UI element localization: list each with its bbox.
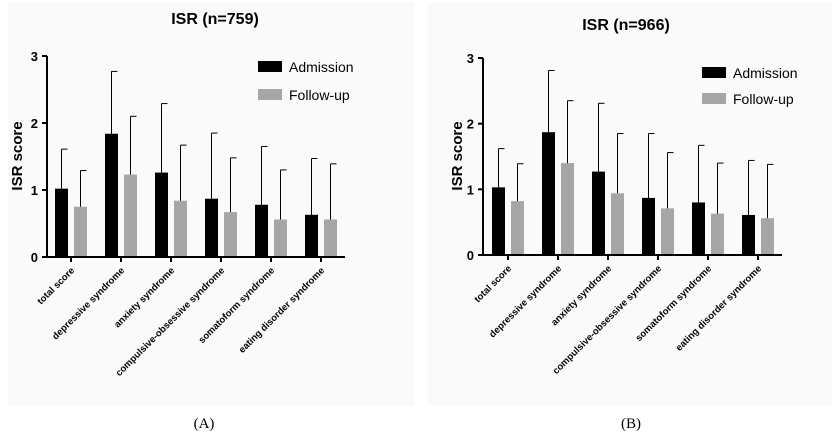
y-axis-label: ISR score [449, 121, 466, 190]
bars [492, 69, 774, 255]
bar-follow-up [174, 200, 187, 257]
chart-title: ISR (n=759) [171, 11, 259, 28]
bar-admission [205, 198, 218, 257]
bar-follow-up [224, 212, 237, 257]
y-tick-label: 1 [31, 183, 38, 198]
y-axis-label: ISR score [9, 121, 26, 190]
bar-follow-up [274, 219, 287, 257]
legend-label: Follow-up [289, 87, 350, 103]
axes [482, 58, 782, 256]
legend-label: Admission [289, 59, 354, 75]
bar-admission [155, 172, 168, 257]
chart-title: ISR (n=966) [582, 17, 670, 34]
y-tick-label: 2 [31, 116, 38, 131]
bar-admission [305, 214, 318, 257]
bar-admission [542, 132, 555, 255]
panel-background [428, 2, 832, 406]
bar-follow-up [711, 213, 724, 255]
y-tick-label: 0 [31, 250, 38, 265]
legend-swatch [702, 67, 726, 78]
bar-admission [492, 187, 505, 255]
bar-follow-up [661, 208, 674, 255]
y-tick-label: 0 [467, 248, 474, 263]
y-tick-label: 3 [31, 49, 38, 64]
bar-admission [692, 202, 705, 255]
legend: Admission Follow-up [258, 59, 354, 103]
legend-label: Follow-up [733, 91, 794, 107]
bar-admission [105, 133, 118, 257]
y-tick-label: 1 [467, 182, 474, 197]
bar-admission [55, 188, 68, 257]
bar-admission [642, 197, 655, 255]
bar-follow-up [324, 219, 337, 257]
panel-label: (A) [194, 416, 215, 432]
legend-swatch [258, 89, 282, 100]
bar-admission [592, 171, 605, 255]
legend-swatch [702, 93, 726, 104]
bar-follow-up [74, 206, 87, 257]
bar-follow-up [611, 193, 624, 255]
axes [46, 56, 345, 258]
bar-follow-up [511, 201, 524, 255]
y-tick-label: 2 [467, 117, 474, 132]
legend-swatch [258, 61, 282, 72]
bar-follow-up [761, 218, 774, 255]
bar-admission [742, 214, 755, 255]
legend-label: Admission [733, 65, 798, 81]
bars [55, 70, 337, 257]
legend: Admission Follow-up [702, 65, 798, 107]
bar-admission [255, 204, 268, 257]
bar-follow-up [124, 174, 137, 257]
panel-label: (B) [621, 416, 641, 432]
y-tick-label: 3 [467, 51, 474, 66]
bar-follow-up [561, 163, 574, 255]
